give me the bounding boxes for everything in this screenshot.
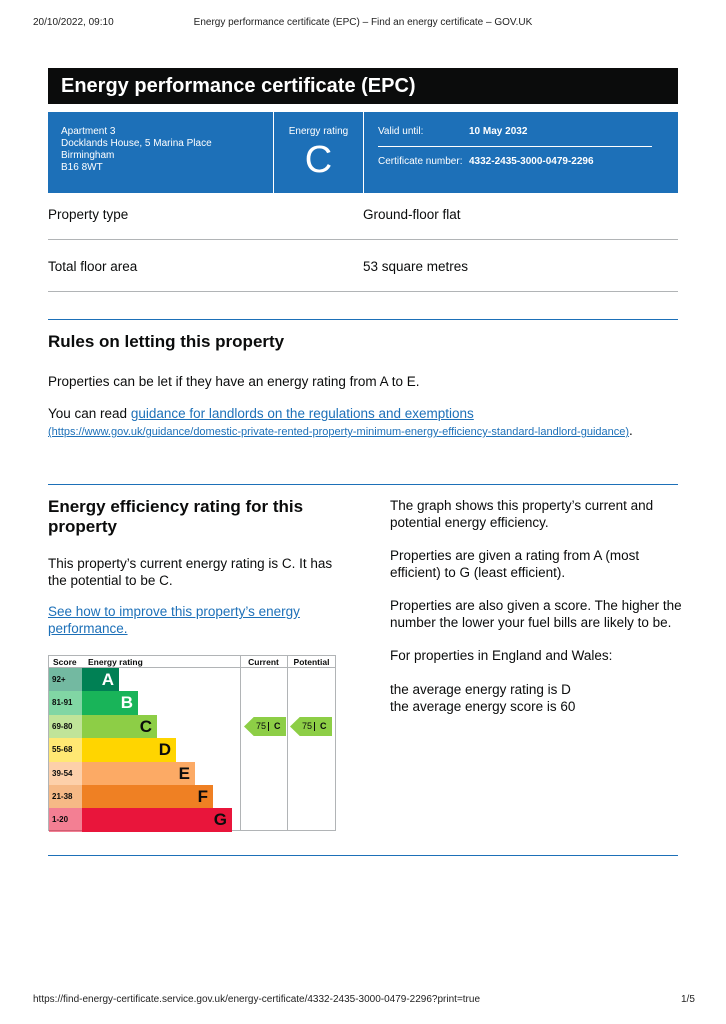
column-line bbox=[287, 656, 288, 830]
rating-bar: A bbox=[82, 668, 119, 692]
score: 39-54 bbox=[52, 768, 73, 778]
score-cell bbox=[49, 691, 82, 715]
band-letter: D bbox=[158, 740, 171, 760]
rating-label: Energy rating bbox=[288, 126, 349, 137]
band-letter: A bbox=[101, 670, 114, 689]
valid-label: Valid until: bbox=[378, 126, 424, 137]
heading: Energy efficiency rating for this proper… bbox=[48, 497, 304, 536]
rule bbox=[48, 291, 678, 292]
epc-chart: Score Energy rating Current Potential 92… bbox=[48, 655, 336, 832]
score-cell bbox=[49, 785, 82, 809]
potential-rating-tag: 75 C bbox=[290, 716, 332, 737]
text: . bbox=[629, 423, 633, 438]
divider bbox=[378, 146, 652, 147]
col-header: Energy rating bbox=[88, 657, 143, 667]
score-cell bbox=[49, 738, 82, 762]
link[interactable]: See how to improve this property’s energ… bbox=[48, 604, 300, 636]
address-line: Docklands House, 5 Marina Place bbox=[61, 138, 212, 149]
link-url[interactable]: (https://www.gov.uk/guidance/domestic-pr… bbox=[48, 426, 630, 438]
current-rating-tag: 75 C bbox=[244, 716, 286, 737]
heading: Rules on letting this property bbox=[48, 332, 285, 351]
rating-bar: B bbox=[82, 691, 138, 715]
tag-sep bbox=[314, 721, 315, 731]
cert-label: Certificate number: bbox=[378, 156, 463, 167]
detail-label: Total floor area bbox=[48, 259, 138, 274]
score-cell bbox=[49, 808, 82, 832]
rating-bar: E bbox=[82, 761, 195, 785]
paragraph: The graph shows this property’s current … bbox=[390, 498, 654, 530]
paragraph: the average energy rating is D bbox=[390, 682, 571, 697]
rating-bar: F bbox=[82, 785, 213, 809]
tag-score: 75 bbox=[302, 720, 313, 731]
detail-label: Property type bbox=[48, 207, 129, 222]
paragraph: Properties can be let if they have an en… bbox=[48, 374, 420, 389]
valid-date: 10 May 2032 bbox=[469, 126, 528, 137]
score: 55-68 bbox=[52, 745, 73, 755]
score: 69-80 bbox=[52, 721, 73, 731]
print-page: 1/5 bbox=[681, 994, 695, 1005]
divider bbox=[273, 112, 274, 193]
score: 81-91 bbox=[52, 698, 73, 708]
section-rule bbox=[48, 319, 678, 320]
detail-value: 53 square metres bbox=[363, 259, 469, 274]
text: You can read bbox=[48, 406, 131, 421]
link[interactable]: guidance for landlords on the regulation… bbox=[130, 406, 474, 421]
tag-score: 75 bbox=[256, 720, 267, 731]
address-line: B16 8WT bbox=[61, 162, 103, 173]
cert-number: 4332-2435-3000-0479-2296 bbox=[469, 156, 594, 167]
section-rule bbox=[48, 855, 678, 856]
divider bbox=[363, 112, 364, 193]
section-rule bbox=[48, 484, 678, 485]
band-letter: E bbox=[178, 763, 190, 783]
tag-letter: C bbox=[320, 720, 327, 731]
print-date: 20/10/2022, 09:10 bbox=[33, 17, 114, 28]
address: Apartment 3 Docklands House, 5 Marina Pl… bbox=[61, 126, 212, 174]
score: 92+ bbox=[52, 675, 66, 684]
col-header: Score bbox=[53, 657, 77, 667]
score-cell bbox=[49, 668, 82, 692]
banner: Energy performance certificate (EPC) bbox=[48, 68, 678, 104]
band-letter: F bbox=[197, 787, 208, 806]
address-line: Apartment 3 bbox=[61, 126, 116, 137]
paragraph: For properties in England and Wales: bbox=[390, 648, 613, 663]
band-letter: G bbox=[213, 810, 227, 830]
rating-bar: C bbox=[82, 714, 157, 739]
score: 1-20 bbox=[52, 815, 69, 825]
band-letter: C bbox=[139, 716, 152, 736]
rule bbox=[48, 239, 678, 240]
col-header: Current bbox=[248, 657, 279, 667]
column-line bbox=[240, 656, 241, 830]
header-line bbox=[49, 667, 335, 668]
rating: C bbox=[304, 139, 333, 181]
paragraph: This property’s current energy rating is… bbox=[48, 556, 333, 588]
tag-letter: C bbox=[274, 720, 281, 731]
paragraph: Properties are also given a score. The h… bbox=[390, 598, 682, 630]
tag-sep bbox=[268, 721, 269, 731]
rating-bar: G bbox=[82, 808, 232, 832]
score: 21-38 bbox=[52, 792, 73, 801]
right-column: The graph shows this property’s current … bbox=[390, 497, 685, 715]
summary-box: Apartment 3 Docklands House, 5 Marina Pl… bbox=[48, 112, 678, 193]
paragraph: You can read guidance for landlords on t… bbox=[48, 405, 648, 440]
band-letter: B bbox=[120, 693, 133, 713]
col-header: Potential bbox=[293, 657, 330, 667]
address-line: Birmingham bbox=[61, 150, 115, 161]
score-cell bbox=[49, 761, 82, 785]
detail-value: Ground-floor flat bbox=[363, 207, 461, 222]
paragraph: Properties are given a rating from A (mo… bbox=[390, 548, 640, 580]
paragraph: the average energy score is 60 bbox=[390, 699, 576, 714]
print-url: https://find-energy-certificate.service.… bbox=[33, 994, 481, 1005]
score-cell bbox=[49, 714, 82, 739]
print-title: Energy performance certificate (EPC) – F… bbox=[193, 17, 533, 28]
rating-bar: D bbox=[82, 738, 176, 762]
paragraph: See how to improve this property’s energ… bbox=[48, 603, 318, 637]
